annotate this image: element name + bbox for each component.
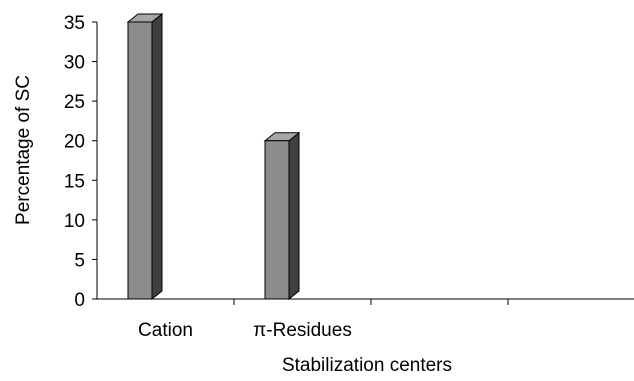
bar: [126, 12, 164, 301]
bars: [126, 12, 301, 301]
y-tick-label: 10: [64, 211, 85, 232]
bar: [263, 131, 301, 301]
y-tick-label: 0: [74, 290, 85, 311]
bar-front: [127, 21, 153, 300]
x-tick-label: π-Residues: [253, 320, 352, 341]
y-tick-label: 15: [64, 171, 85, 192]
bar-side: [288, 131, 300, 301]
y-tick-label: 30: [64, 53, 85, 74]
y-tick-label: 20: [64, 132, 85, 153]
x-tick-label: Cation: [138, 320, 193, 341]
axes: [92, 21, 634, 305]
y-tick-label: 5: [74, 250, 85, 271]
x-axis-title: Stabilization centers: [282, 355, 452, 376]
bar-front: [264, 140, 290, 300]
bar-side: [151, 12, 163, 301]
y-tick-label: 35: [64, 13, 85, 34]
y-tick-label: 25: [64, 92, 85, 113]
y-axis-title: Percentage of SC: [13, 75, 34, 225]
tick-labels: 0 5 10 15 20 25 30 35 Cation π-Residues: [64, 13, 352, 341]
